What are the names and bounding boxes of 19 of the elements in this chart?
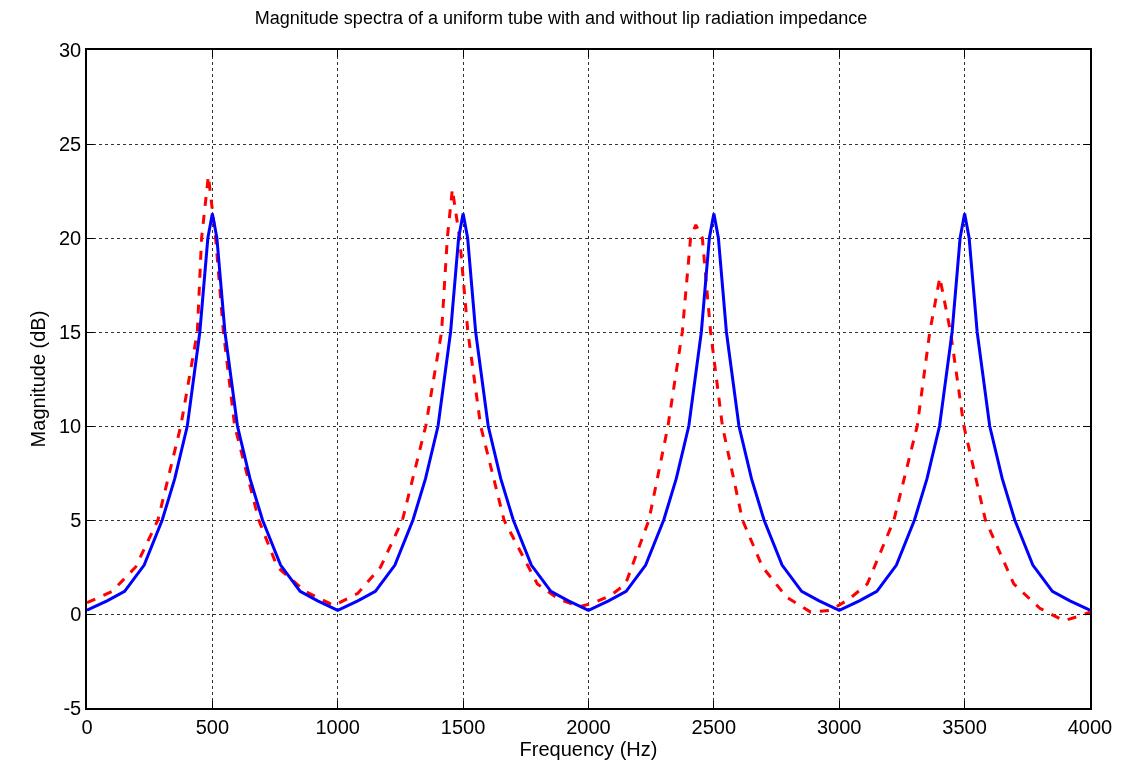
y-tick-label: 30 bbox=[59, 39, 82, 61]
y-tick-label: 5 bbox=[70, 509, 82, 531]
y-tick-label: 15 bbox=[59, 321, 82, 343]
x-tick-label: 2500 bbox=[691, 715, 737, 738]
y-tick-label: 10 bbox=[59, 415, 82, 437]
x-axis-title: Frequency (Hz) bbox=[519, 737, 658, 760]
x-tick-label: 1000 bbox=[315, 715, 360, 738]
y-tick-label: -5 bbox=[63, 697, 82, 719]
x-tick-label: 4000 bbox=[1067, 715, 1113, 738]
y-axis-title: Magnitude (dB) bbox=[27, 310, 49, 448]
x-tick-label: 3000 bbox=[817, 715, 862, 738]
x-tick-label: 500 bbox=[195, 715, 230, 738]
y-tick-label: 25 bbox=[59, 133, 82, 155]
x-tick-label: 2000 bbox=[566, 715, 611, 738]
y-tick-label: 0 bbox=[70, 603, 82, 625]
chart-title: Magnitude spectra of a uniform tube with and without lip radiation impedance bbox=[254, 8, 868, 29]
x-tick-label: 3500 bbox=[942, 715, 987, 738]
x-tick-label: 1500 bbox=[440, 715, 486, 738]
y-tick-label: 20 bbox=[59, 227, 82, 249]
